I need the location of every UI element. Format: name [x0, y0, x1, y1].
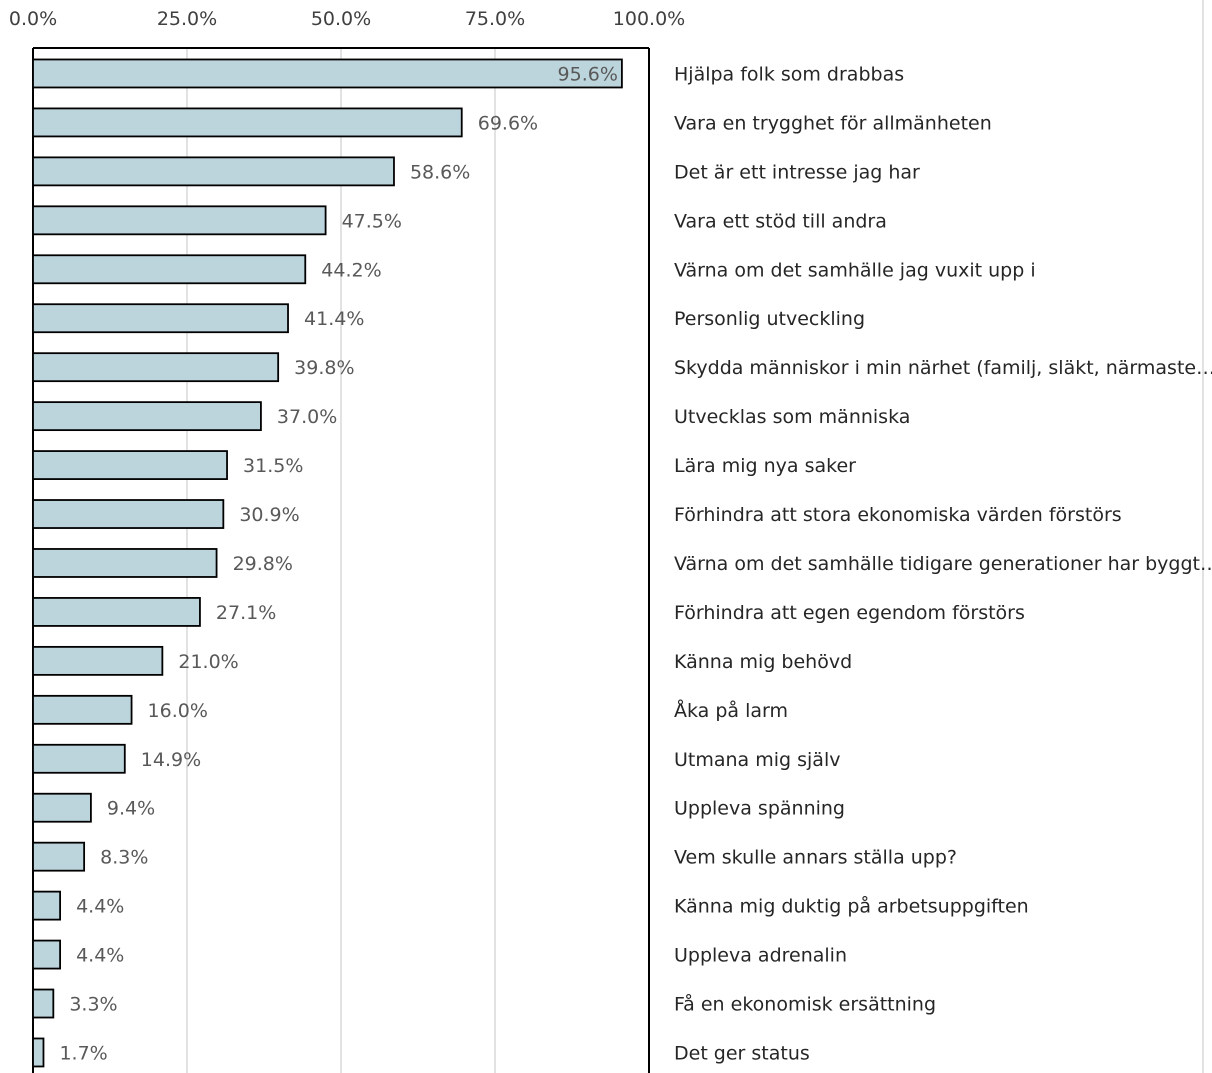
category-label: Personlig utveckling: [674, 308, 865, 330]
category-label: Det ger status: [674, 1042, 810, 1064]
category-label: Vara en trygghet för allmänheten: [674, 112, 992, 134]
category-label: Uppleva adrenalin: [674, 945, 847, 967]
value-label: 29.8%: [233, 553, 293, 575]
bar: [32, 205, 327, 236]
category-label: Vem skulle annars ställa upp?: [674, 847, 957, 869]
category-label: Värna om det samhälle tidigare generatio…: [674, 553, 1212, 575]
value-label: 95.6%: [558, 63, 618, 85]
value-label: 41.4%: [304, 308, 364, 330]
value-label: 21.0%: [178, 651, 238, 673]
value-label: 44.2%: [321, 259, 381, 281]
category-label: Förhindra att stora ekonomiska värden fö…: [674, 504, 1122, 526]
category-label: Vara ett stöd till andra: [674, 210, 887, 232]
x-tick-label: 25.0%: [157, 8, 217, 30]
bar: [32, 988, 55, 1019]
value-label: 31.5%: [243, 455, 303, 477]
value-label: 69.6%: [478, 112, 538, 134]
bar: [32, 58, 623, 89]
value-label: 37.0%: [277, 406, 337, 428]
bar: [32, 254, 307, 285]
category-label: Skydda människor i min närhet (familj, s…: [674, 357, 1212, 379]
value-label: 8.3%: [100, 847, 148, 869]
category-label: Känna mig behövd: [674, 651, 852, 673]
value-label: 4.4%: [76, 945, 124, 967]
value-label: 9.4%: [107, 798, 155, 820]
bar: [32, 450, 228, 480]
bar: [32, 841, 86, 872]
bar: [32, 792, 92, 823]
x-tick-label: 50.0%: [311, 8, 371, 30]
value-label: 3.3%: [69, 994, 117, 1016]
value-label: 27.1%: [216, 602, 276, 624]
value-label: 4.4%: [76, 896, 124, 918]
value-labels: 95.6% 69.6% 58.6% 47.5% 44.2% 41.4% 39.8% 37.0%…: [59, 63, 617, 1064]
bar: [32, 107, 463, 138]
bar: [32, 352, 280, 383]
category-label: Lära mig nya saker: [674, 455, 856, 477]
bar: [32, 890, 62, 921]
category-label: Få en ekonomisk ersättning: [674, 993, 936, 1016]
x-axis-ticks: 0.0% 25.0% 50.0% 75.0% 100.0%: [9, 8, 685, 30]
bar: [32, 694, 133, 725]
bar: [32, 939, 62, 970]
category-label: Känna mig duktig på arbetsuppgiften: [674, 895, 1029, 918]
category-label: Det är ett intresse jag har: [674, 161, 920, 183]
bar: [32, 645, 164, 676]
value-label: 47.5%: [342, 210, 402, 232]
value-label: 14.9%: [141, 749, 201, 771]
bar: [32, 401, 262, 432]
bar: [32, 597, 201, 627]
x-tick-label: 75.0%: [465, 8, 525, 30]
category-label: Uppleva spänning: [674, 798, 845, 820]
x-tick-label: 0.0%: [9, 8, 57, 30]
category-label: Utmana mig själv: [674, 749, 840, 771]
category-label: Förhindra att egen egendom förstörs: [674, 602, 1025, 624]
category-label: Hjälpa folk som drabbas: [674, 63, 904, 85]
bar: [32, 499, 225, 529]
bars: [32, 58, 623, 1068]
value-label: 39.8%: [294, 357, 354, 379]
value-label: 30.9%: [239, 504, 299, 526]
category-labels: Hjälpa folk som drabbas Vara en trygghet …: [674, 63, 1212, 1064]
value-label: 1.7%: [59, 1042, 107, 1064]
bar: [32, 1037, 45, 1068]
bar: [32, 156, 395, 187]
value-label: 16.0%: [148, 700, 208, 722]
x-tick-label: 100.0%: [613, 8, 685, 30]
bar: [32, 548, 218, 578]
bar: [32, 743, 126, 774]
value-label: 58.6%: [410, 161, 470, 183]
category-label: Åka på larm: [674, 699, 788, 722]
category-label: Värna om det samhälle jag vuxit upp i: [674, 259, 1036, 281]
category-label: Utvecklas som människa: [674, 406, 910, 428]
bar: [32, 303, 289, 334]
